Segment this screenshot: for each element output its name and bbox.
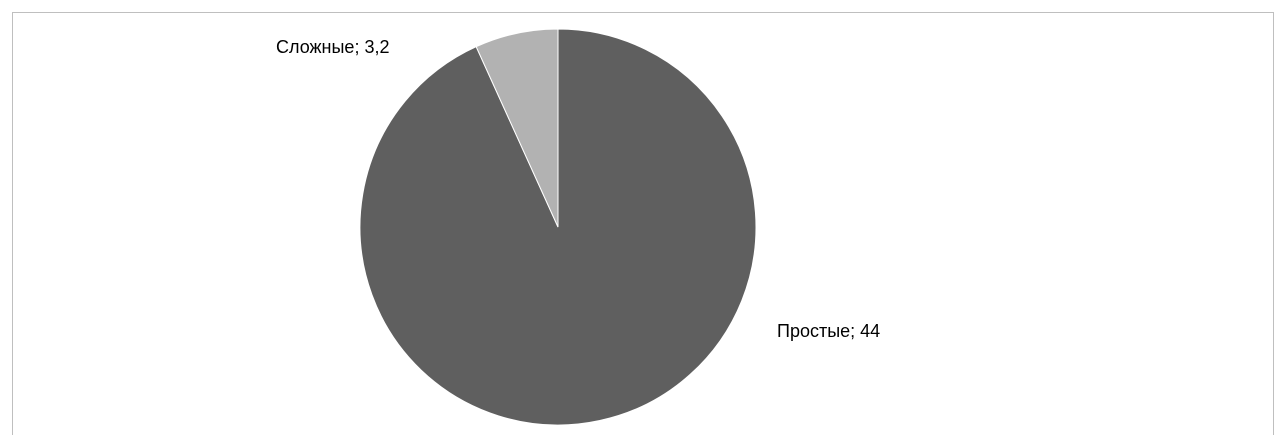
pie-data-label-1: Простые; 44: [777, 321, 880, 341]
pie-data-label-2: Сложные; 3,2: [276, 37, 389, 57]
pie-data-labels: Простые; 44 Сложные; 3,2: [276, 37, 880, 341]
pie-slices: [359, 28, 757, 426]
pie-slice-2: [475, 28, 559, 228]
chart-area: [12, 12, 1274, 435]
